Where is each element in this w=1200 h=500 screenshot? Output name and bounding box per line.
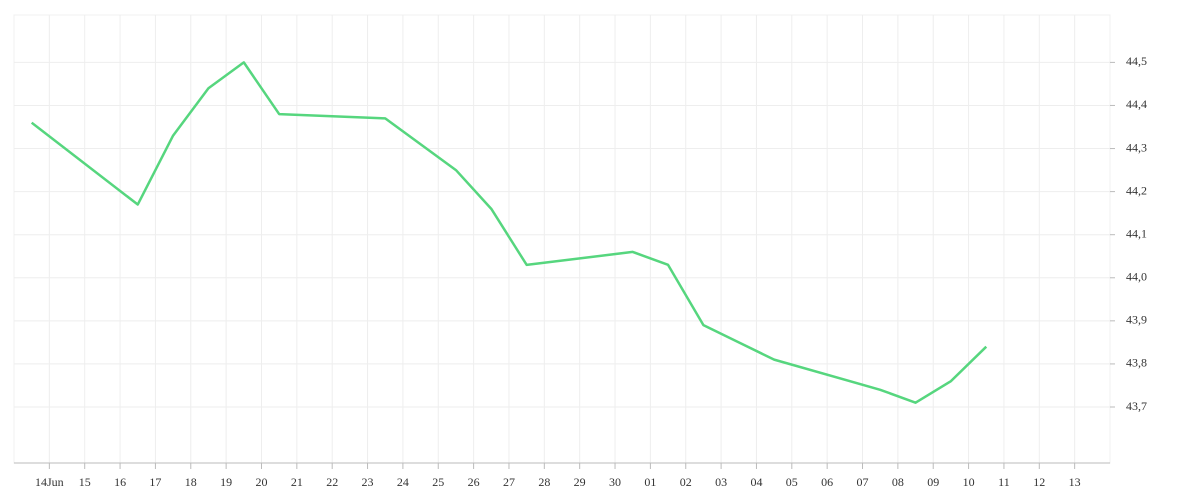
x-tick-label: 19 — [220, 475, 232, 489]
x-tick-label: 06 — [821, 475, 833, 489]
x-tick-label: 16 — [114, 475, 126, 489]
x-tick-label: 25 — [432, 475, 444, 489]
y-tick-label: 44,0 — [1126, 270, 1147, 284]
y-tick-label: 44,3 — [1126, 140, 1147, 154]
x-tick-label: 28 — [538, 475, 550, 489]
x-tick-label: 30 — [609, 475, 621, 489]
x-tick-label: 14Jun — [35, 475, 64, 489]
x-tick-label: 15 — [79, 475, 91, 489]
y-tick-label: 44,2 — [1126, 183, 1147, 197]
y-tick-label: 43,8 — [1126, 356, 1147, 370]
x-tick-label: 17 — [149, 475, 161, 489]
x-tick-label: 13 — [1069, 475, 1081, 489]
y-tick-label: 43,7 — [1126, 399, 1147, 413]
x-tick-label: 03 — [715, 475, 727, 489]
x-tick-label: 18 — [185, 475, 197, 489]
x-tick-label: 27 — [503, 475, 515, 489]
y-tick-label: 44,5 — [1126, 54, 1147, 68]
x-tick-label: 24 — [397, 475, 409, 489]
x-tick-label: 08 — [892, 475, 904, 489]
x-tick-label: 07 — [857, 475, 869, 489]
x-tick-label: 29 — [574, 475, 586, 489]
y-tick-label: 44,1 — [1126, 226, 1147, 240]
y-tick-label: 43,9 — [1126, 313, 1147, 327]
x-tick-label: 02 — [680, 475, 692, 489]
x-tick-label: 26 — [468, 475, 480, 489]
x-tick-label: 01 — [644, 475, 656, 489]
x-tick-label: 21 — [291, 475, 303, 489]
y-tick-label: 44,4 — [1126, 97, 1147, 111]
x-tick-label: 22 — [326, 475, 338, 489]
x-tick-label: 23 — [362, 475, 374, 489]
x-tick-label: 12 — [1033, 475, 1045, 489]
plot-frame — [13, 14, 1111, 464]
x-tick-label: 10 — [963, 475, 975, 489]
x-tick-label: 04 — [750, 475, 762, 489]
line — [30, 61, 988, 404]
x-tick-label: 09 — [927, 475, 939, 489]
x-tick-label: 20 — [255, 475, 267, 489]
x-tick-label: 05 — [786, 475, 798, 489]
x-tick-label: 11 — [998, 475, 1010, 489]
